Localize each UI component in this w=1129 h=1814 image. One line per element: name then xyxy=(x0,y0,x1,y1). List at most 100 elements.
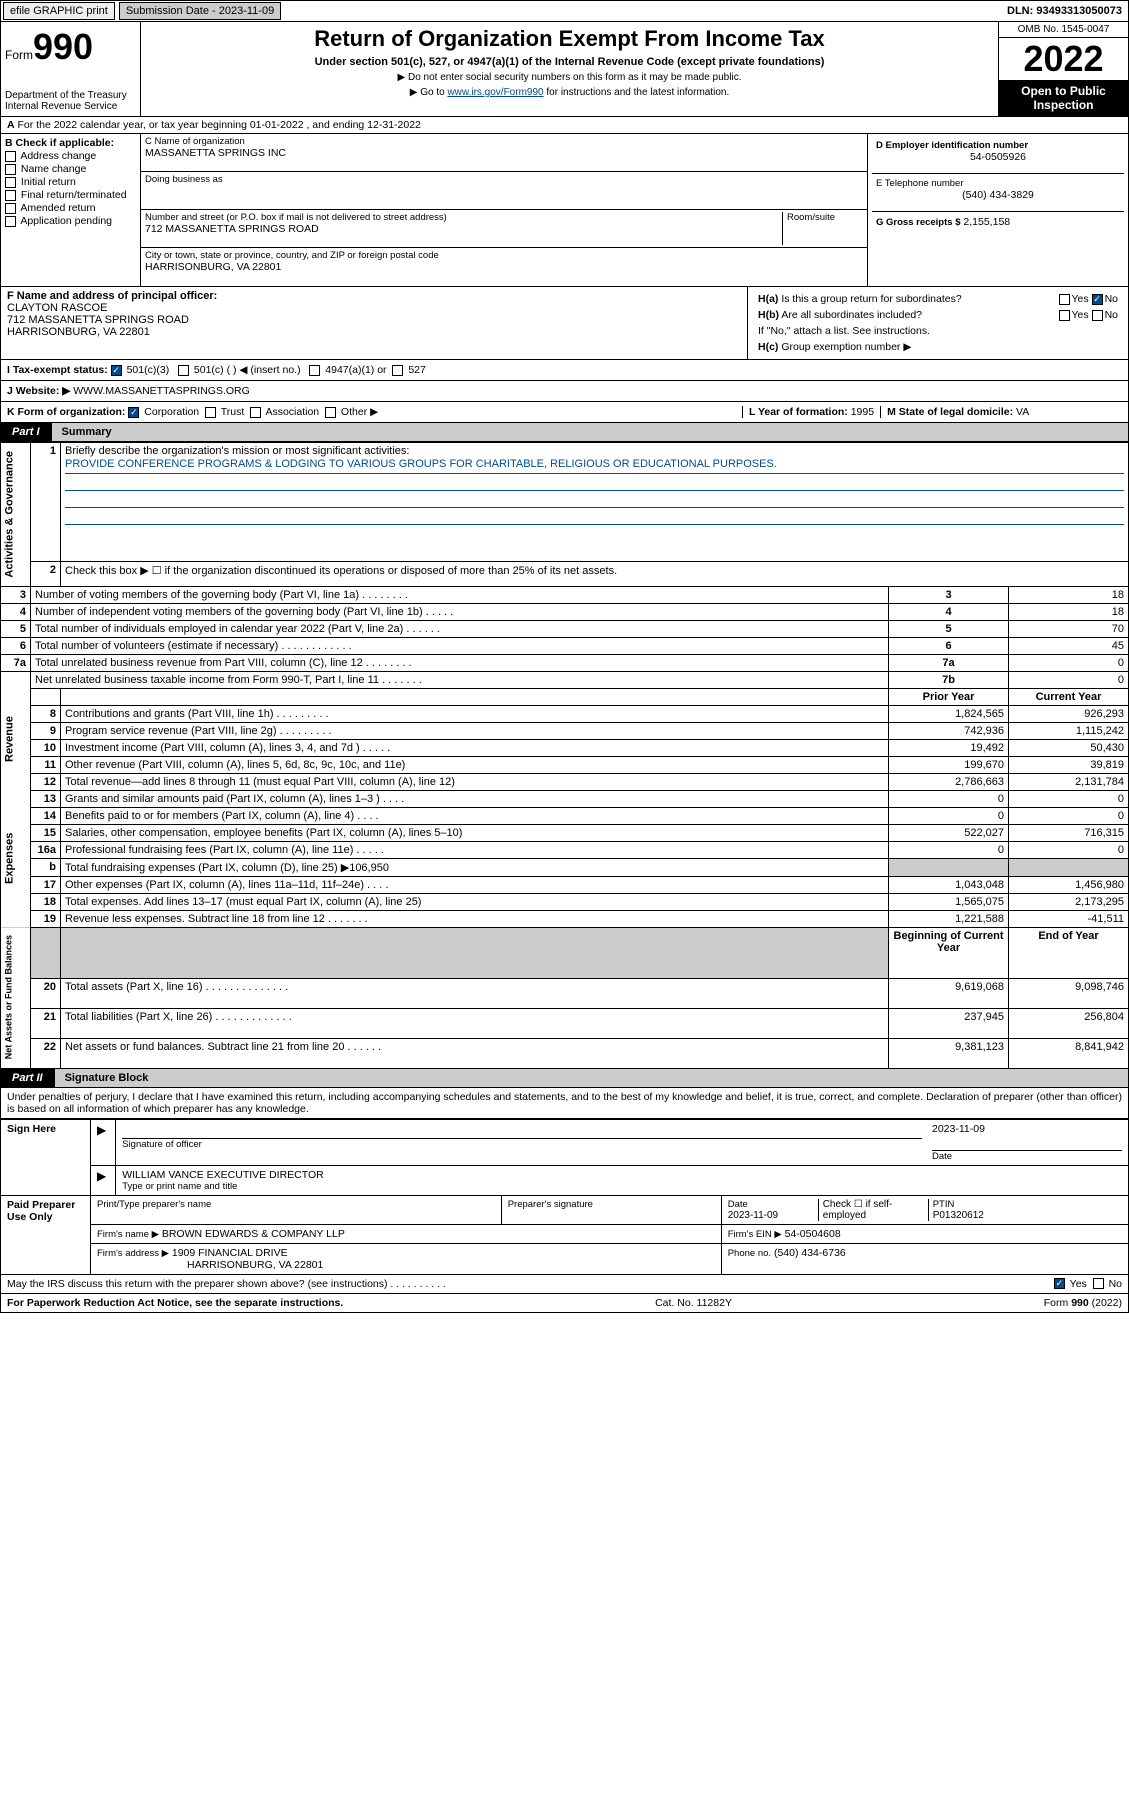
irs-link[interactable]: www.irs.gov/Form990 xyxy=(447,87,543,98)
summary-row-ag: 5Total number of individuals employed in… xyxy=(1,620,1129,637)
cb-initial-return[interactable]: Initial return xyxy=(5,176,136,188)
b-label: B Check if applicable: xyxy=(5,137,136,149)
j-label: J Website: ▶ xyxy=(7,385,70,397)
summary-row-netassets: 21Total liabilities (Part X, line 26) . … xyxy=(1,1008,1129,1038)
check-self-employed[interactable]: Check ☐ if self-employed xyxy=(818,1199,928,1221)
cb-application-pending[interactable]: Application pending xyxy=(5,215,136,227)
part-1-title: Summary xyxy=(52,423,1129,442)
footer-right: Form 990 (2022) xyxy=(1044,1297,1122,1309)
c-label: C Name of organization xyxy=(145,136,863,147)
cb-final-return[interactable]: Final return/terminated xyxy=(5,189,136,201)
firm-name: BROWN EDWARDS & COMPANY LLP xyxy=(162,1228,345,1240)
signature-table: Sign Here ▶ Signature of officer 2023-11… xyxy=(0,1119,1129,1275)
part-2-header: Part II Signature Block xyxy=(0,1069,1129,1088)
summary-row-ag: 6Total number of volunteers (estimate if… xyxy=(1,637,1129,654)
q1-text: Briefly describe the organization's miss… xyxy=(65,445,409,457)
i-label: I Tax-exempt status: xyxy=(7,364,108,376)
sig-date-value: 2023-11-09 xyxy=(932,1123,1122,1135)
org-name: MASSANETTA SPRINGS INC xyxy=(145,147,863,159)
top-bar: efile GRAPHIC print Submission Date - 20… xyxy=(0,0,1129,22)
summary-row-netassets: 22Net assets or fund balances. Subtract … xyxy=(1,1038,1129,1068)
cb-501c3[interactable]: ✓ xyxy=(111,365,122,376)
footer-mid: Cat. No. 11282Y xyxy=(655,1297,732,1309)
tax-year-text: For the 2022 calendar year, or tax year … xyxy=(18,119,421,131)
summary-row-expense: Expenses13Grants and similar amounts pai… xyxy=(1,790,1129,807)
officer-addr1: 712 MASSANETTA SPRINGS ROAD xyxy=(7,314,741,326)
prep-sig-label: Preparer's signature xyxy=(508,1199,715,1210)
gross-receipts: 2,155,158 xyxy=(963,216,1010,228)
row-a-taxyear: A For the 2022 calendar year, or tax yea… xyxy=(0,117,1129,134)
org-address: 712 MASSANETTA SPRINGS ROAD xyxy=(145,223,778,235)
ein-value: 54-0505926 xyxy=(876,151,1120,163)
row-i: I Tax-exempt status: ✓ 501(c)(3) 501(c) … xyxy=(0,360,1129,381)
summary-row-revenue: 11Other revenue (Part VIII, column (A), … xyxy=(1,756,1129,773)
submission-date-label: Submission Date - 2023-11-09 xyxy=(119,2,281,20)
dln-label: DLN: 93493313050073 xyxy=(1001,5,1128,17)
officer-name-title: WILLIAM VANCE EXECUTIVE DIRECTOR xyxy=(122,1169,1122,1181)
row-k: K Form of organization: ✓ Corporation Tr… xyxy=(0,402,1129,423)
paid-preparer-label: Paid Preparer Use Only xyxy=(1,1195,91,1274)
summary-row-expense: 16aProfessional fundraising fees (Part I… xyxy=(1,841,1129,858)
form-title: Return of Organization Exempt From Incom… xyxy=(145,26,994,52)
org-info-block: B Check if applicable: Address change Na… xyxy=(0,134,1129,287)
cb-name-change[interactable]: Name change xyxy=(5,163,136,175)
discuss-row: May the IRS discuss this return with the… xyxy=(0,1275,1129,1294)
cb-corporation[interactable]: ✓ xyxy=(128,407,139,418)
prep-name-label: Print/Type preparer's name xyxy=(97,1199,495,1210)
g-label: G Gross receipts $ xyxy=(876,217,960,228)
dba-label: Doing business as xyxy=(145,174,863,185)
form-note-1: ▶ Do not enter social security numbers o… xyxy=(145,72,994,83)
sig-date-label: Date xyxy=(932,1151,1122,1162)
form-subtitle: Under section 501(c), 527, or 4947(a)(1)… xyxy=(145,56,994,68)
part-1-header: Part I Summary xyxy=(0,423,1129,442)
col-c-name-address: C Name of organization MASSANETTA SPRING… xyxy=(141,134,868,286)
summary-row-expense: 19Revenue less expenses. Subtract line 1… xyxy=(1,910,1129,927)
officer-name: CLAYTON RASCOE xyxy=(7,302,741,314)
d-label: D Employer identification number xyxy=(876,140,1120,151)
discuss-yes[interactable]: ✓ xyxy=(1054,1278,1065,1289)
part-2-tab: Part II xyxy=(0,1069,55,1088)
firm-ein: 54-0504608 xyxy=(785,1228,841,1240)
omb-number: OMB No. 1545-0047 xyxy=(999,22,1128,38)
addr-label: Number and street (or P.O. box if mail i… xyxy=(145,212,778,223)
col-d-ein-phone: D Employer identification number 54-0505… xyxy=(868,134,1128,286)
cb-amended-return[interactable]: Amended return xyxy=(5,202,136,214)
dept-label: Department of the Treasury Internal Reve… xyxy=(5,90,136,112)
firm-phone: (540) 434-6736 xyxy=(774,1247,846,1259)
sign-here-label: Sign Here xyxy=(1,1119,91,1195)
e-label: E Telephone number xyxy=(876,178,1120,189)
row-j: J Website: ▶ WWW.MASSANETTASPRINGS.ORG xyxy=(0,381,1129,402)
form-label: Form xyxy=(5,48,33,62)
summary-table: Activities & Governance 1 Briefly descri… xyxy=(0,442,1129,1069)
col-b-checkboxes: B Check if applicable: Address change Na… xyxy=(1,134,141,286)
ptin-value: P01320612 xyxy=(933,1210,984,1221)
summary-row-revenue: 10Investment income (Part VIII, column (… xyxy=(1,739,1129,756)
tax-year: 2022 xyxy=(999,38,1128,80)
part-1-tab: Part I xyxy=(0,423,52,442)
summary-row-revenue: 9Program service revenue (Part VIII, lin… xyxy=(1,722,1129,739)
note2-post: for instructions and the latest informat… xyxy=(544,87,730,98)
year-formation: 1995 xyxy=(851,406,874,418)
firm-city: HARRISONBURG, VA 22801 xyxy=(187,1259,323,1271)
discuss-text: May the IRS discuss this return with the… xyxy=(7,1278,1054,1290)
summary-row-expense: 14Benefits paid to or for members (Part … xyxy=(1,807,1129,824)
f-label: F Name and address of principal officer: xyxy=(7,290,741,302)
side-activities-governance: Activities & Governance xyxy=(1,443,31,587)
website-value: WWW.MASSANETTASPRINGS.ORG xyxy=(73,385,250,397)
sig-officer-label: Signature of officer xyxy=(122,1139,922,1150)
k-label: K Form of organization: xyxy=(7,406,125,418)
sig-declaration: Under penalties of perjury, I declare th… xyxy=(0,1088,1129,1119)
summary-row-expense: 17Other expenses (Part IX, column (A), l… xyxy=(1,876,1129,893)
summary-row-revenue: 12Total revenue—add lines 8 through 11 (… xyxy=(1,773,1129,790)
phone-value: (540) 434-3829 xyxy=(876,189,1120,201)
org-city: HARRISONBURG, VA 22801 xyxy=(145,261,863,273)
efile-print-button[interactable]: efile GRAPHIC print xyxy=(3,2,115,20)
summary-row-ag: 7aTotal unrelated business revenue from … xyxy=(1,654,1129,671)
cb-address-change[interactable]: Address change xyxy=(5,150,136,162)
mission-text: PROVIDE CONFERENCE PROGRAMS & LODGING TO… xyxy=(65,458,1124,474)
officer-addr2: HARRISONBURG, VA 22801 xyxy=(7,326,741,338)
h-table: H(a) Is this a group return for subordin… xyxy=(754,290,1122,356)
summary-row-ag: 3Number of voting members of the governi… xyxy=(1,586,1129,603)
summary-row-expense: 18Total expenses. Add lines 13–17 (must … xyxy=(1,893,1129,910)
ha-no-checked[interactable]: ✓ xyxy=(1092,294,1103,305)
